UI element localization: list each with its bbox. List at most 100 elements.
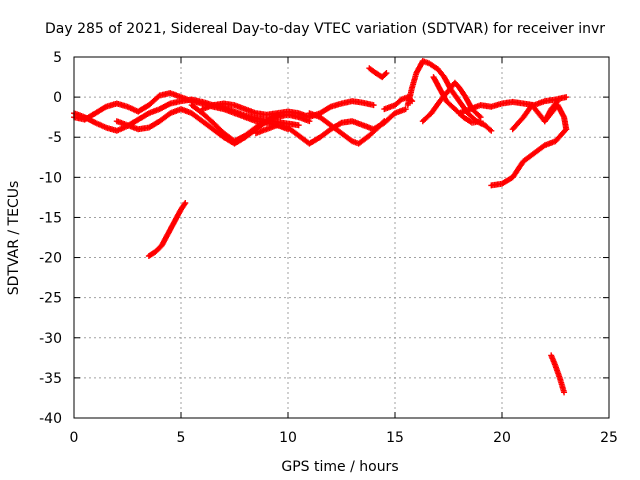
- data-point-segment: [374, 119, 387, 131]
- data-point-segment: [210, 119, 226, 136]
- data-point-segment: [156, 111, 172, 125]
- x-tick-label: 0: [70, 430, 79, 446]
- data-point-segment: [499, 175, 515, 187]
- data-point-segment: [188, 102, 205, 116]
- data-point-segment: [306, 135, 322, 147]
- series-track-13: [456, 94, 570, 117]
- data-point: [295, 122, 302, 129]
- data-point: [563, 94, 570, 101]
- series-track-16: [541, 102, 570, 133]
- y-tick-label: -15: [39, 210, 62, 226]
- data-point-segment: [434, 66, 447, 79]
- data-point-segment: [436, 86, 449, 103]
- y-tick-label: -40: [39, 411, 62, 427]
- data-point-segment: [285, 124, 301, 138]
- plot-frame: [73, 56, 610, 419]
- data-point-segment: [548, 99, 560, 113]
- data-point-segment: [419, 111, 434, 125]
- data-point-segment: [338, 130, 354, 144]
- data-point-segment: [165, 219, 177, 237]
- y-tick-label: -35: [39, 371, 62, 387]
- grid-lines: [74, 57, 609, 418]
- data-point-segment: [359, 99, 376, 108]
- data-point-segment: [199, 118, 215, 132]
- data-point-segment: [199, 110, 215, 125]
- data-point: [563, 126, 570, 133]
- data-point-segment: [338, 98, 354, 107]
- data-point-segment: [426, 60, 440, 72]
- y-tick-label: -30: [39, 331, 62, 347]
- data-point-segment: [392, 97, 404, 109]
- data-point-segment: [509, 115, 526, 133]
- data-point-segment: [81, 114, 98, 126]
- axis-ticks: 0 5 10 15 20 25 5 0 -5 -10 -15 -20 -25 -30 -35 -40: [39, 50, 618, 446]
- data-point-segment: [443, 98, 457, 111]
- data-point-segment: [210, 126, 226, 140]
- x-tick-label: 10: [279, 430, 297, 446]
- y-tick-label: -25: [39, 291, 62, 307]
- data-point-segment: [520, 151, 536, 165]
- data-point-segment: [252, 119, 269, 131]
- series-track-18: [548, 352, 568, 396]
- data-point-segment: [541, 111, 554, 125]
- data-point: [381, 118, 388, 125]
- x-axis-label: GPS time / hours: [281, 459, 398, 475]
- data-point-segment: [355, 133, 371, 147]
- data-point-segment: [145, 93, 162, 109]
- x-tick-label: 15: [386, 430, 404, 446]
- data-point-segment: [451, 79, 462, 90]
- data-point-segment: [145, 249, 157, 259]
- data-point-segment: [561, 114, 569, 131]
- data-point-segment: [158, 231, 171, 249]
- data-point-segment: [404, 86, 415, 109]
- data-point-segment: [460, 114, 474, 125]
- data-point-segment: [135, 102, 151, 115]
- data-point-segment: [135, 111, 151, 123]
- data-point-segment: [509, 98, 525, 107]
- x-tick-label: 5: [177, 430, 186, 446]
- data-point: [182, 200, 189, 207]
- chart-title: Day 285 of 2021, Sidereal Day-to-day VTE…: [45, 21, 605, 37]
- series-track-14: [488, 126, 570, 189]
- y-tick-label: -20: [39, 251, 62, 267]
- data-point-segment: [188, 110, 205, 124]
- data-point-segment: [317, 127, 333, 141]
- data-point: [561, 389, 568, 396]
- data-point-segment: [92, 104, 108, 117]
- data-point-segment: [379, 71, 389, 81]
- data-point-segment: [242, 125, 258, 139]
- data-point-segment: [428, 99, 442, 117]
- series-track-17: [145, 200, 189, 259]
- series-track-10: [404, 58, 495, 134]
- y-tick-label: 0: [53, 90, 62, 106]
- series-track-8: [366, 65, 390, 81]
- data-point-segment: [145, 119, 162, 131]
- data-point-segment: [327, 122, 344, 136]
- data-point-segment: [317, 104, 333, 117]
- data-point-segment: [481, 122, 493, 133]
- x-tick-label: 25: [600, 430, 618, 446]
- data-point-segment: [366, 125, 380, 139]
- data-point-segment: [531, 143, 547, 157]
- y-tick-label: -10: [39, 170, 62, 186]
- series-track-7: [306, 110, 388, 147]
- data-marks: [71, 58, 570, 396]
- data-point-segment: [554, 102, 567, 119]
- data-point: [383, 70, 390, 77]
- data-point-segment: [366, 65, 378, 76]
- data-point: [402, 106, 409, 113]
- data-point-segment: [488, 181, 504, 189]
- series-track-12: [430, 74, 484, 126]
- y-tick-label: 5: [53, 50, 62, 66]
- y-axis-label: SDTVAR / TECUs: [6, 181, 22, 296]
- data-point-segment: [317, 114, 333, 128]
- data-point-segment: [152, 243, 164, 255]
- data-point: [488, 127, 495, 134]
- data-point: [370, 102, 377, 109]
- data-point-segment: [529, 102, 541, 115]
- data-point-segment: [488, 101, 504, 110]
- data-point-segment: [135, 124, 151, 133]
- data-point-segment: [552, 127, 569, 145]
- data-point-segment: [456, 84, 468, 99]
